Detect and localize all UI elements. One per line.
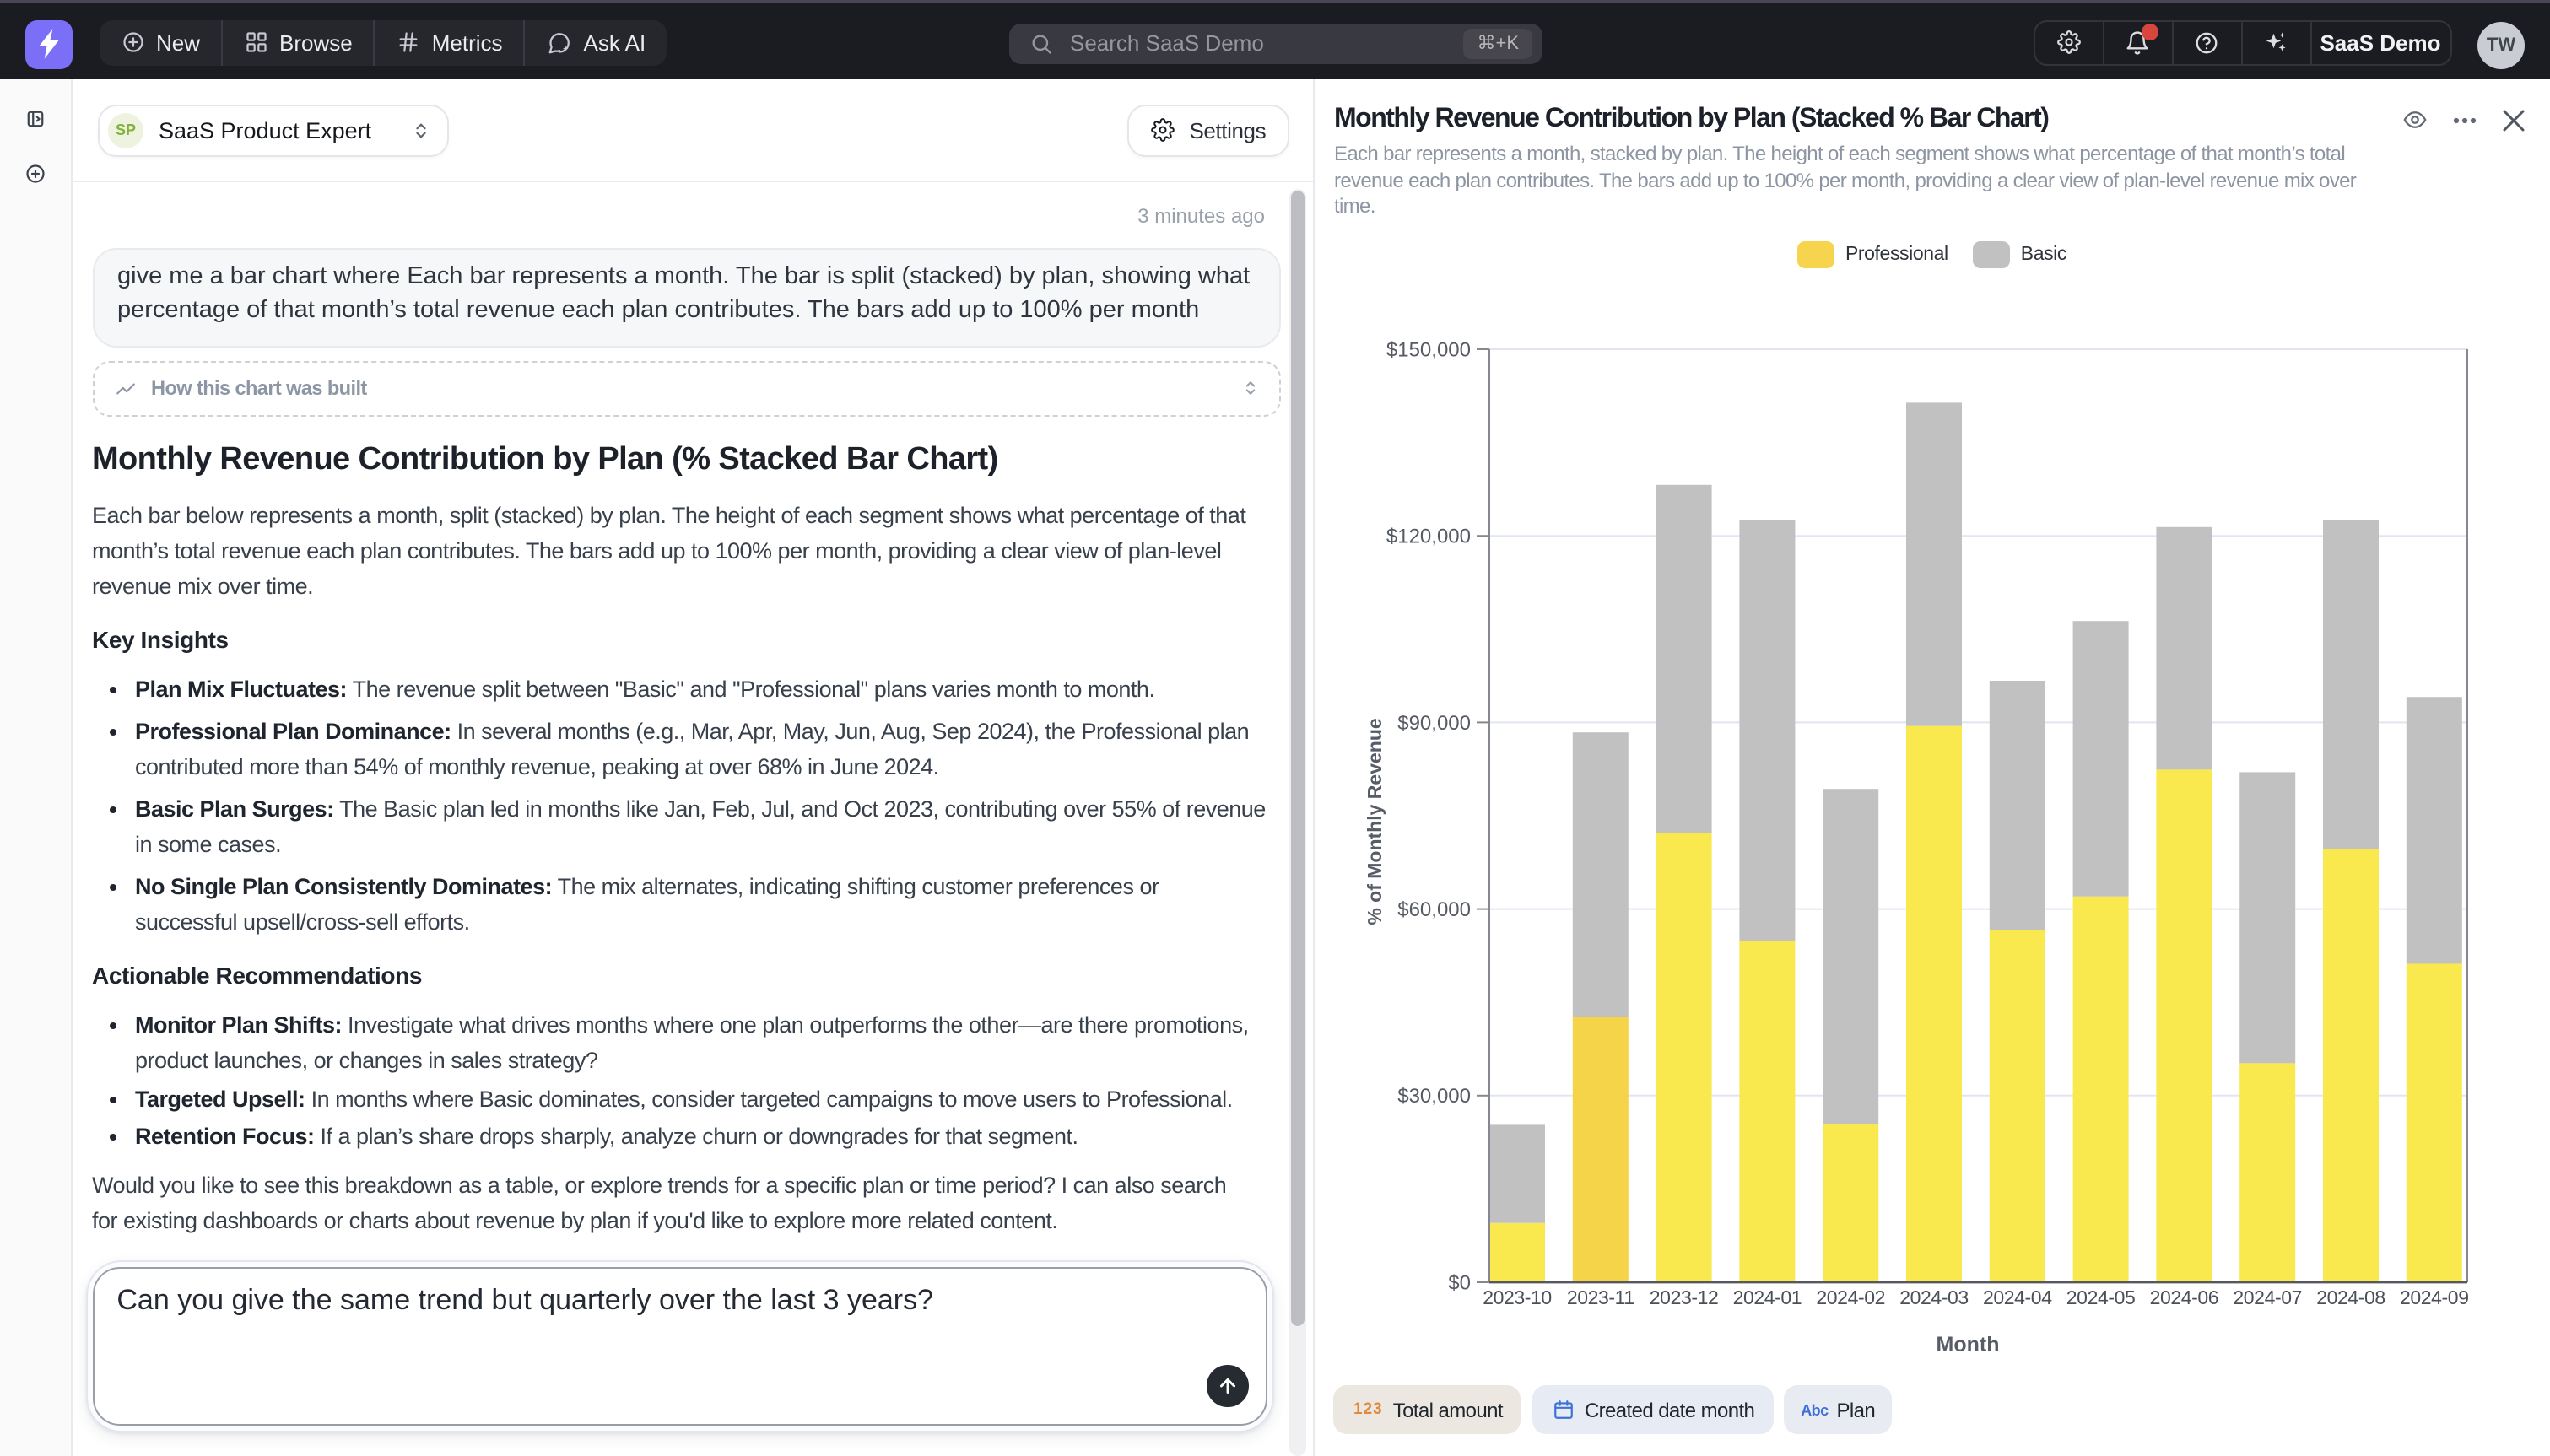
svg-text:$120,000: $120,000 [1386, 525, 1471, 547]
svg-text:2024-01: 2024-01 [1733, 1286, 1802, 1308]
svg-text:$150,000: $150,000 [1386, 337, 1471, 360]
svg-text:$90,000: $90,000 [1397, 711, 1471, 734]
svg-text:$30,000: $30,000 [1397, 1084, 1471, 1107]
svg-text:2024-07: 2024-07 [2233, 1286, 2302, 1308]
svg-text:2024-05: 2024-05 [2066, 1286, 2136, 1308]
svg-text:% of Monthly Revenue: % of Monthly Revenue [1364, 717, 1386, 924]
svg-text:2023-11: 2023-11 [1567, 1286, 1634, 1308]
svg-text:2023-12: 2023-12 [1650, 1286, 1719, 1308]
svg-text:2024-06: 2024-06 [2150, 1286, 2219, 1308]
svg-text:Month: Month [1937, 1332, 2000, 1356]
svg-text:2023-10: 2023-10 [1483, 1286, 1552, 1308]
svg-text:2024-09: 2024-09 [2400, 1286, 2469, 1308]
svg-text:$0: $0 [1448, 1270, 1471, 1293]
svg-text:2024-02: 2024-02 [1816, 1286, 1885, 1308]
svg-text:2024-03: 2024-03 [1899, 1286, 1969, 1308]
svg-text:2024-04: 2024-04 [1983, 1286, 2052, 1308]
svg-text:$60,000: $60,000 [1397, 898, 1471, 920]
svg-text:2024-08: 2024-08 [2316, 1286, 2385, 1308]
